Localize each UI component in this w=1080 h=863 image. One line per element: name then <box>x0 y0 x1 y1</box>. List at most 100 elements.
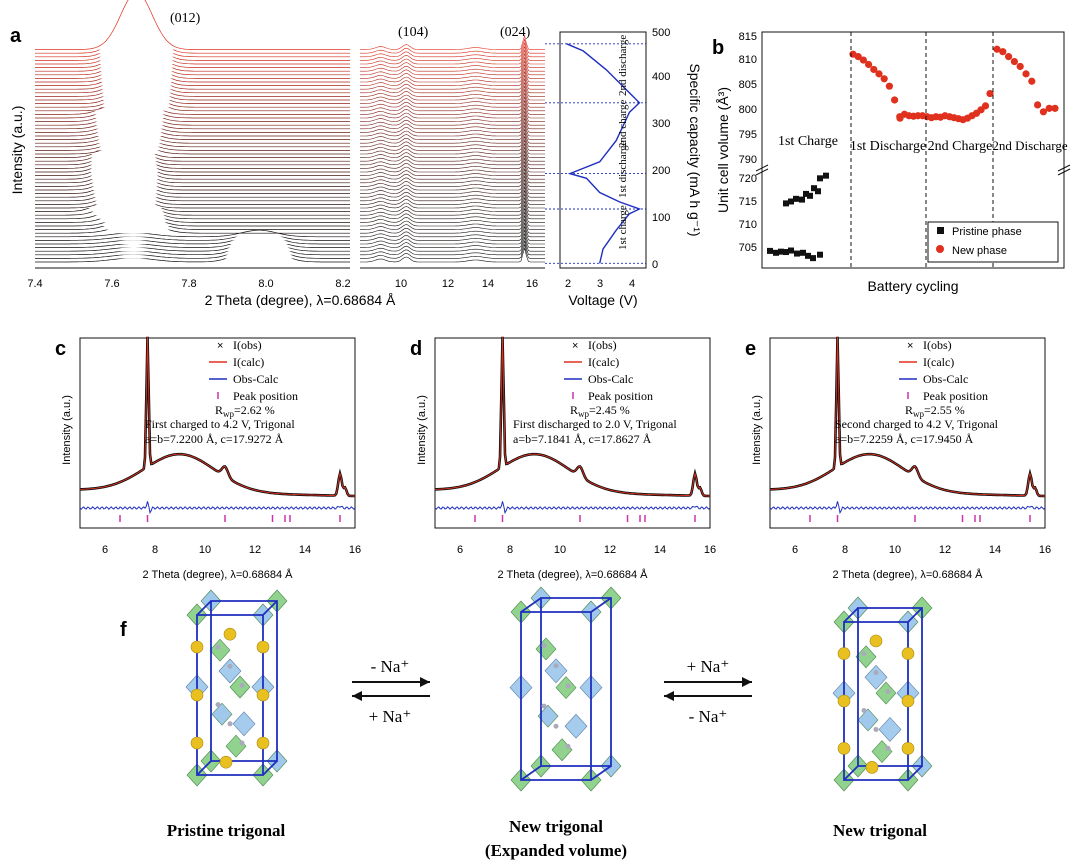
plot-frame <box>79 337 356 529</box>
peak-label-012: (012) <box>170 11 201 26</box>
xrd-pattern-left <box>35 70 350 104</box>
panel-b-y-ticks: 790 795 800 805 810 815 705 710 715 720 … <box>739 31 757 254</box>
xrd-pattern-mid <box>360 221 545 238</box>
sodium-atom <box>865 761 879 774</box>
sodium-atom <box>219 755 233 769</box>
xrd-pattern-left <box>35 44 350 86</box>
region-label: 1st Discharge <box>850 139 926 154</box>
pristine-point <box>773 249 779 256</box>
xrd-pattern-mid <box>360 52 545 68</box>
xrd-pattern-mid <box>360 210 545 227</box>
octahedron <box>555 676 577 700</box>
tick-label: 4 <box>629 278 635 290</box>
new-phase-point <box>1005 53 1013 61</box>
xrd-pattern-mid <box>360 45 545 61</box>
unit-cell-edges <box>196 600 278 776</box>
tick-label: 10 <box>199 544 211 556</box>
xrd-pattern-mid <box>360 63 545 79</box>
xrd-pattern-mid <box>360 88 545 104</box>
octahedron <box>855 645 877 669</box>
oxygen-atom <box>239 682 245 688</box>
pristine-point <box>794 250 800 257</box>
sodium-atom <box>837 647 851 660</box>
new-phase-point <box>1034 101 1042 109</box>
legend-label: New phase <box>952 245 1007 257</box>
pristine-point <box>793 195 799 202</box>
tick-label: 100 <box>652 212 670 224</box>
tick-label: 12 <box>442 278 454 290</box>
xrd-pattern-mid <box>360 84 545 101</box>
xrd-pattern-mid <box>360 117 545 133</box>
oxygen-atom <box>885 689 891 695</box>
octahedron <box>535 637 557 661</box>
new-phase-point <box>999 48 1007 56</box>
panel-letter-a: a <box>10 25 22 47</box>
calculated-pattern <box>79 336 355 497</box>
xrd-pattern-mid <box>360 178 545 194</box>
pristine-point <box>810 255 816 262</box>
octahedron <box>857 708 879 732</box>
refinement-panel-d: d Intensity (a.u.) 2 Theta (degree), λ=0.6… <box>410 336 716 581</box>
new-phase-point <box>854 53 862 61</box>
xrd-pattern-mid <box>360 160 545 176</box>
refinement-panel-c: c Intensity (a.u.) 2 Theta (degree), λ=0.6… <box>55 336 361 581</box>
structure-caption: New trigonal <box>833 821 927 840</box>
xrd-pattern-mid <box>360 149 545 166</box>
tick-label: 7.6 <box>104 278 119 290</box>
legend-marker-obs: × <box>217 340 223 352</box>
octahedron <box>225 734 247 758</box>
xrd-pattern-left <box>35 146 350 180</box>
tick-label: 12 <box>939 544 951 556</box>
tick-label: 6 <box>457 544 463 556</box>
panel-b-y-label: Unit cell volume (Å³) <box>715 87 731 213</box>
xrd-pattern-left <box>35 229 350 238</box>
tick-label: 16 <box>526 278 538 290</box>
xrd-pattern-mid <box>360 48 545 65</box>
stage-label: 2nd discharge <box>617 35 629 96</box>
sodium-atom <box>256 736 270 750</box>
new-phase-point <box>1016 62 1024 71</box>
xrd-pattern-mid <box>360 74 545 90</box>
arrow-head <box>664 691 674 701</box>
octahedron <box>875 681 897 705</box>
new-phase-point <box>993 45 1001 53</box>
arrow-label: - Na⁺ <box>689 707 728 726</box>
legend-label: Obs-Calc <box>923 372 968 386</box>
region-label: 2nd Charge <box>928 139 993 154</box>
panel-letter-d: d <box>410 338 422 360</box>
xrd-pattern-left <box>35 238 350 259</box>
state-label: First discharged to 2.0 V, Trigonal <box>513 417 677 431</box>
legend-label: I(obs) <box>923 338 952 352</box>
oxygen-atom <box>541 643 547 649</box>
pristine-point <box>811 185 817 192</box>
xrd-pattern-mid <box>360 110 545 126</box>
cell-parameters: a=b=7.1841 Å, c=17.8627 Å <box>513 432 652 446</box>
xrd-pattern-mid <box>360 146 545 162</box>
panel-a-capacity-ticks: 0 100 200 300 400 500 <box>652 27 670 271</box>
xrd-pattern-mid <box>360 239 545 256</box>
pristine-point <box>788 198 794 205</box>
axis-break <box>1057 168 1071 176</box>
tick-label: 790 <box>739 154 757 166</box>
xrd-pattern-mid <box>360 243 545 259</box>
panel-letter-c: c <box>55 338 66 360</box>
xrd-pattern-mid <box>360 218 545 234</box>
tick-label: 710 <box>739 219 757 231</box>
legend-label: Peak position <box>233 389 298 403</box>
oxygen-atom <box>239 740 245 746</box>
xrd-pattern-mid <box>360 59 545 76</box>
tick-label: 8.0 <box>258 278 273 290</box>
structure-caption: New trigonal <box>509 817 603 836</box>
y-axis-label: Intensity (a.u.) <box>416 395 428 465</box>
octahedron <box>871 740 893 764</box>
new-phase-point <box>870 65 878 74</box>
legend-marker-new <box>936 245 944 253</box>
xrd-pattern-mid <box>360 56 545 72</box>
cell-parameters: a=b=7.2200 Å, c=17.9272 Å <box>145 432 284 446</box>
xrd-pattern-mid <box>360 203 545 220</box>
new-phase-point <box>880 75 888 83</box>
oxygen-atom <box>873 670 879 676</box>
xrd-pattern-mid <box>360 174 545 191</box>
tick-label: 400 <box>652 71 670 83</box>
pristine-point <box>799 196 805 203</box>
